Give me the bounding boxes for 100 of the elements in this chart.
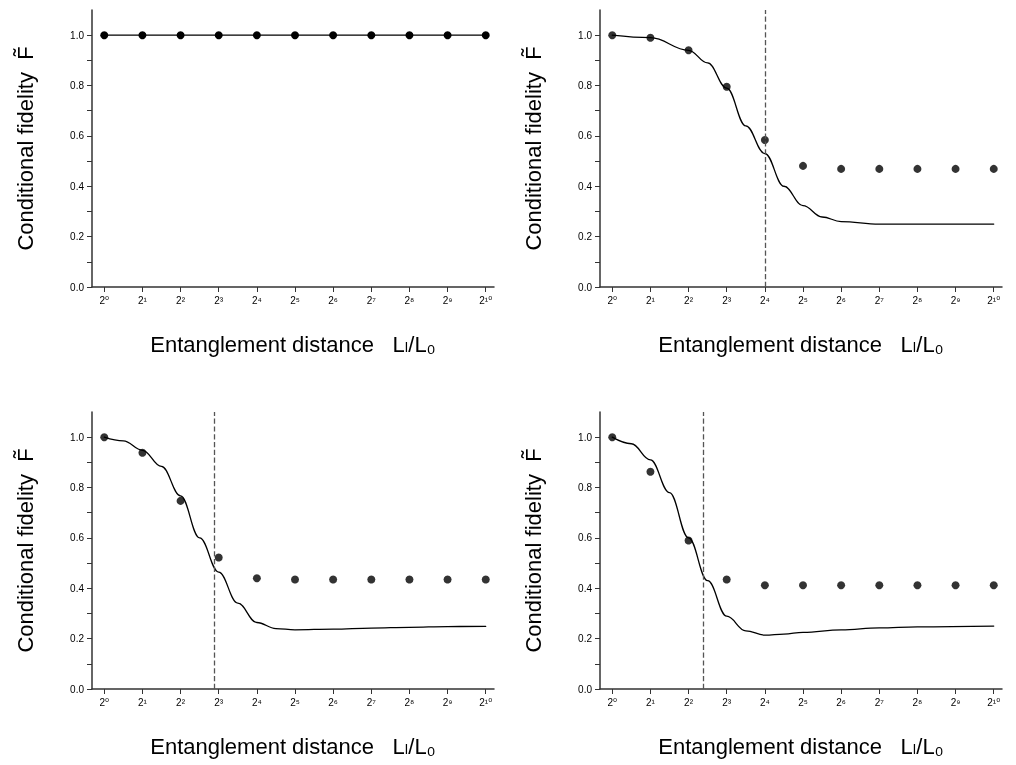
y-tick-label: 0.8 (578, 80, 593, 92)
x-tick-label: 2⁴ (251, 696, 262, 708)
x-tick-label: 2⁸ (404, 696, 415, 708)
point (252, 574, 261, 583)
x-tick-label: 2⁴ (759, 696, 770, 708)
x-tick-label: 2⁸ (912, 294, 923, 306)
x-tick-label: 2⁹ (442, 696, 453, 708)
x-tick-label: 2⁰ (99, 294, 110, 306)
x-tick-label: 2⁵ (798, 696, 808, 708)
y-tick-label: 0.6 (578, 130, 593, 142)
y-tick-label: 0.8 (70, 80, 85, 92)
point (913, 164, 922, 173)
x-tick-label: 2³ (214, 696, 224, 708)
x-tick-label: 2⁶ (836, 696, 846, 708)
y-tick-label: 0.2 (70, 633, 85, 645)
y-tick-label: 1.0 (578, 431, 593, 443)
x-tick-label: 2¹⁰ (987, 696, 1001, 708)
point (176, 496, 185, 505)
y-tick-label: 1.0 (578, 29, 593, 41)
x-tick-label: 2⁷ (366, 696, 377, 708)
point (951, 164, 960, 173)
point (951, 581, 960, 590)
y-axis-title: Conditional fidelity F̃ (12, 46, 38, 251)
y-tick-label: 0.2 (70, 231, 85, 243)
point (760, 581, 769, 590)
y-tick-label: 0.0 (70, 281, 85, 293)
x-tick-label: 2¹ (137, 696, 148, 708)
x-tick-label: 2¹⁰ (479, 294, 493, 306)
x-tick-label: 2⁶ (836, 294, 846, 306)
point (837, 164, 846, 173)
y-tick-label: 0.8 (70, 482, 85, 494)
point (913, 581, 922, 590)
x-tick-label: 2⁷ (366, 294, 377, 306)
point (722, 82, 731, 91)
point (799, 161, 808, 170)
point (837, 581, 846, 590)
point (989, 164, 998, 173)
x-tick-label: 2⁶ (328, 294, 338, 306)
x-tick-label: 2⁴ (251, 294, 262, 306)
y-tick-label: 0.2 (578, 231, 593, 243)
point (443, 575, 452, 584)
point (684, 46, 693, 55)
y-tick-label: 1.0 (70, 29, 85, 41)
x-tick-label: 2⁵ (290, 294, 300, 306)
y-tick-label: 0.0 (70, 683, 85, 695)
x-tick-label: 2² (176, 294, 186, 306)
x-axis-title: Entanglement distance Lₗ/L₀ (658, 331, 944, 357)
x-tick-label: 2¹ (645, 696, 656, 708)
point (329, 575, 338, 584)
point (291, 575, 300, 584)
x-axis-title: Entanglement distance Lₗ/L₀ (658, 733, 944, 759)
x-tick-label: 2⁸ (912, 696, 923, 708)
x-tick-label: 2⁶ (328, 696, 338, 708)
y-tick-label: 0.4 (70, 180, 85, 192)
y-tick-label: 0.8 (578, 482, 593, 494)
point (138, 448, 147, 457)
x-tick-label: 2² (684, 696, 694, 708)
point (367, 575, 376, 584)
x-tick-label: 2⁹ (950, 696, 961, 708)
x-tick-label: 2¹⁰ (987, 294, 1001, 306)
x-tick-label: 2⁰ (99, 696, 110, 708)
x-tick-label: 2² (176, 696, 186, 708)
y-tick-label: 0.6 (578, 532, 593, 544)
x-tick-label: 2¹ (137, 294, 148, 306)
x-tick-label: 2⁰ (607, 696, 618, 708)
x-tick-label: 2⁴ (759, 294, 770, 306)
x-tick-label: 2³ (722, 696, 732, 708)
y-tick-label: 0.0 (578, 683, 593, 695)
point (481, 575, 490, 584)
point (646, 467, 655, 476)
y-tick-label: 0.4 (578, 582, 593, 594)
y-tick-label: 0.6 (70, 130, 85, 142)
point (799, 581, 808, 590)
point (989, 581, 998, 590)
y-axis-title: Conditional fidelity F̃ (12, 448, 38, 653)
x-tick-label: 2⁷ (874, 696, 885, 708)
y-tick-label: 0.6 (70, 532, 85, 544)
point (722, 575, 731, 584)
x-tick-label: 2⁹ (442, 294, 453, 306)
point (608, 31, 617, 40)
y-tick-label: 0.4 (578, 180, 593, 192)
x-axis-title: Entanglement distance Lₗ/L₀ (150, 331, 436, 357)
point (875, 581, 884, 590)
point (875, 164, 884, 173)
y-tick-label: 0.4 (70, 582, 85, 594)
y-axis-title: Conditional fidelity F̃ (520, 46, 546, 251)
x-tick-label: 2⁷ (874, 294, 885, 306)
point (608, 433, 617, 442)
y-tick-label: 0.0 (578, 281, 593, 293)
x-tick-label: 2³ (722, 294, 732, 306)
y-tick-label: 0.2 (578, 633, 593, 645)
y-axis-title: Conditional fidelity F̃ (520, 448, 546, 653)
x-tick-label: 2⁸ (404, 294, 415, 306)
x-tick-label: 2³ (214, 294, 224, 306)
x-tick-label: 2¹⁰ (479, 696, 493, 708)
x-axis-title: Entanglement distance Lₗ/L₀ (150, 733, 436, 759)
x-tick-label: 2⁰ (607, 294, 618, 306)
x-tick-label: 2⁵ (290, 696, 300, 708)
x-tick-label: 2⁵ (798, 294, 808, 306)
x-tick-label: 2⁹ (950, 294, 961, 306)
